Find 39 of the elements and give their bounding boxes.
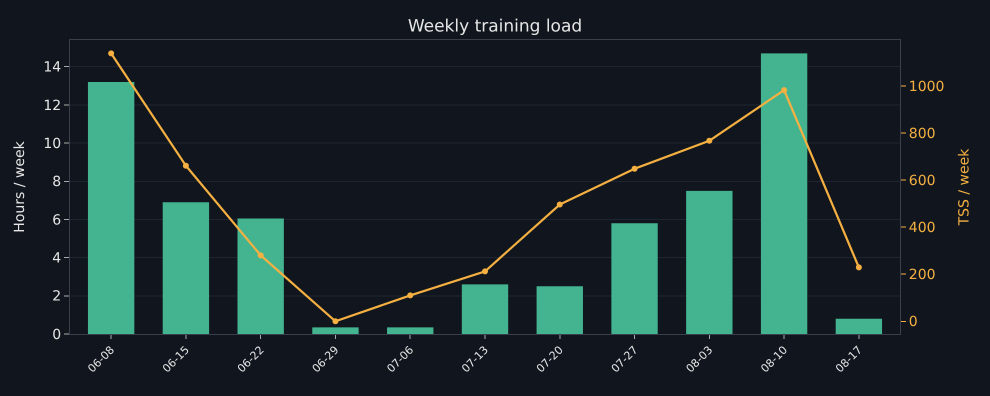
y2-tick-label: 400	[908, 220, 936, 236]
y-tick-label: 2	[52, 288, 62, 305]
y2-tick-label: 0	[908, 314, 918, 330]
y-tick-label: 8	[52, 174, 62, 190]
point	[856, 264, 862, 270]
point	[108, 50, 114, 56]
point	[482, 268, 488, 274]
bar	[760, 53, 808, 334]
y-tick-label: 10	[43, 136, 62, 152]
y-tick-label: 12	[43, 98, 62, 114]
y2-tick-label: 1000	[908, 78, 944, 95]
y-tick-label: 6	[52, 212, 62, 228]
bar	[836, 318, 882, 334]
point	[706, 138, 712, 144]
bar	[88, 82, 134, 334]
bar	[312, 327, 359, 334]
point	[407, 292, 414, 298]
bar	[238, 218, 284, 334]
point	[781, 87, 788, 94]
bar	[686, 190, 732, 334]
point	[258, 252, 264, 258]
y2-axis-title: TSS / week	[956, 148, 973, 226]
bar	[536, 286, 583, 334]
y-axis-title: Hours / week	[12, 140, 28, 233]
chart-title: Weekly training load	[408, 16, 582, 37]
y-tick-label: 4	[52, 250, 62, 267]
y-tick-label: 0	[52, 326, 62, 343]
bar	[387, 327, 434, 334]
bar	[162, 202, 210, 334]
y2-tick-label: 200	[908, 267, 936, 284]
point	[632, 166, 638, 172]
y2-tick-label: 600	[908, 172, 936, 189]
point	[332, 318, 338, 324]
y2-tick-label: 800	[908, 126, 936, 142]
y-tick-label: 14	[43, 60, 62, 76]
bar	[611, 223, 658, 334]
point	[182, 162, 189, 169]
point	[556, 202, 563, 208]
bar	[462, 284, 508, 334]
